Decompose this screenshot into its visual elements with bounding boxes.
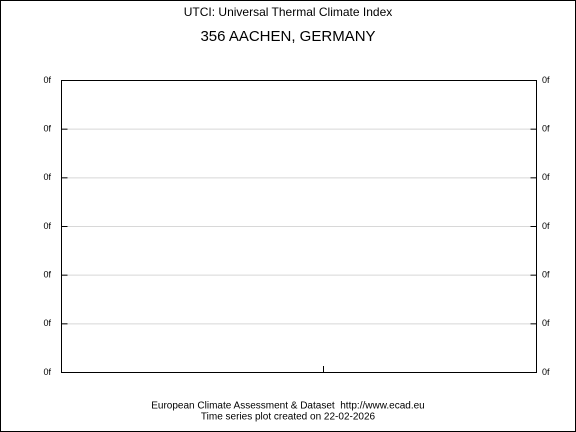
plot-area [61, 80, 537, 373]
chart-subtitle: UTCI: Universal Thermal Climate Index [184, 5, 393, 19]
y2-tick-label: 0f [542, 124, 550, 134]
y-tick-label: 0f [43, 75, 51, 85]
footer-created: Time series plot created on 22-02-2026 [201, 412, 376, 423]
y-tick-label: 0f [43, 221, 51, 231]
y-tick-label: 0f [43, 318, 51, 328]
y2-tick-label: 0f [542, 318, 550, 328]
footer-source: European Climate Assessment & Dataset ht… [151, 401, 424, 412]
y-tick-label: 0f [43, 367, 51, 377]
y2-tick-label: 0f [542, 172, 550, 182]
y-tick-label: 0f [43, 270, 51, 280]
y2-tick-label: 0f [542, 270, 550, 280]
chart-title: 356 AACHEN, GERMANY [200, 28, 375, 45]
y-tick-label: 0f [43, 172, 51, 182]
grid [61, 80, 537, 373]
y-tick-label: 0f [43, 124, 51, 134]
y2-tick-label: 0f [542, 221, 550, 231]
y2-tick-label: 0f [542, 367, 550, 377]
y2-tick-label: 0f [542, 75, 550, 85]
